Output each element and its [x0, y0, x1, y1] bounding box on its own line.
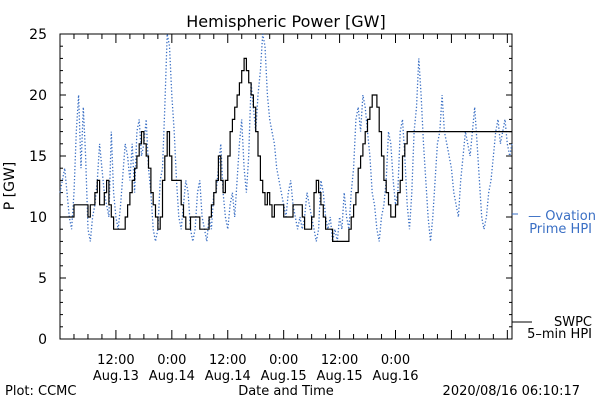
x-tick-date-label: Aug.15	[317, 369, 363, 384]
x-tick-time-label: 0:00	[157, 353, 186, 368]
y-tick-label: 20	[29, 88, 47, 104]
swpc-legend-line1: SWPC	[554, 315, 592, 330]
x-tick-date-label: Aug.15	[261, 369, 307, 384]
ovation-prime-series-line	[59, 33, 513, 242]
y-tick-label: 5	[38, 271, 47, 287]
ovation-legend-line2: Prime HPI	[529, 222, 592, 237]
y-axis: 0 5 10 15 20 25	[29, 27, 512, 348]
y-tick-label: 0	[38, 332, 47, 348]
plot-frame	[59, 33, 513, 340]
x-tick-time-label: 12:00	[321, 353, 358, 368]
footer-right: 2020/08/16 06:10:17	[443, 384, 580, 399]
y-axis-label: P [GW]	[2, 162, 18, 211]
x-axis: 12:00Aug.130:00Aug.1412:00Aug.140:00Aug.…	[59, 34, 508, 384]
x-tick-time-label: 12:00	[209, 353, 246, 368]
swpc-legend-line2: 5–min HPI	[527, 327, 592, 342]
y-tick-label: 15	[29, 149, 47, 165]
ovation-legend-line1: — Ovation	[528, 209, 596, 224]
x-tick-date-label: Aug.16	[372, 369, 418, 384]
swpc-hpi-series-line	[60, 57, 512, 242]
y-tick-label: 25	[29, 27, 47, 43]
series-layer	[59, 33, 513, 242]
x-tick-time-label: 12:00	[97, 353, 134, 368]
x-tick-date-label: Aug.14	[205, 369, 251, 384]
y-tick-label: 10	[29, 210, 47, 226]
x-tick-time-label: 0:00	[381, 353, 410, 368]
footer-left: Plot: CCMC	[5, 384, 76, 399]
x-axis-label: Date and Time	[238, 384, 334, 399]
x-tick-time-label: 0:00	[269, 353, 298, 368]
chart-title: Hemispheric Power [GW]	[186, 12, 385, 31]
x-tick-date-label: Aug.13	[93, 369, 139, 384]
x-tick-date-label: Aug.14	[149, 369, 195, 384]
